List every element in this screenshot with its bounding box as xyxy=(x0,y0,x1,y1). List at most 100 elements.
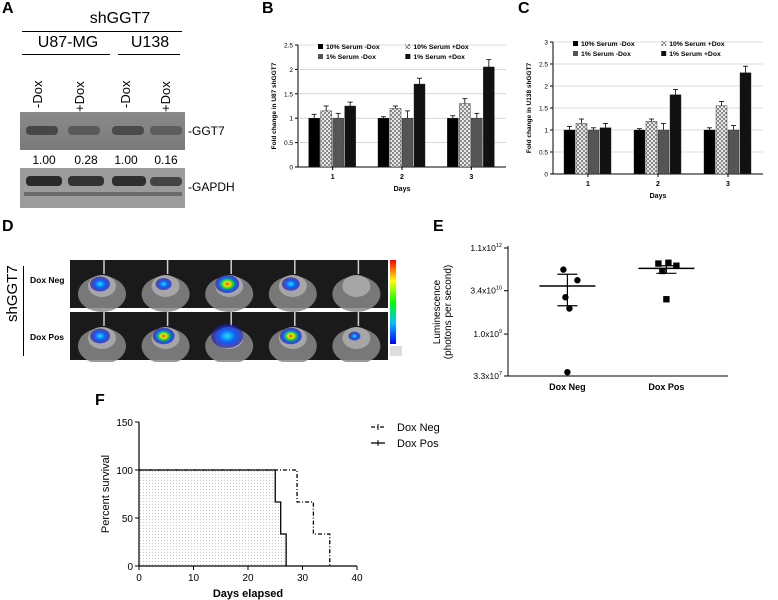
bar xyxy=(377,117,390,168)
data-point xyxy=(665,259,672,266)
imaging-construct-label: shGGT7 xyxy=(4,265,21,322)
mouse-image xyxy=(141,312,190,362)
ggt7-band-4 xyxy=(150,126,182,135)
y-tick-label: 100 xyxy=(116,466,133,477)
ggt7-band-3 xyxy=(112,126,144,135)
bar xyxy=(483,66,495,168)
bioluminescence-signal xyxy=(279,327,302,345)
x-axis-label: Days xyxy=(650,193,667,200)
x-tick-label: 40 xyxy=(351,573,363,584)
panel-f-letter: F xyxy=(95,392,105,409)
x-tick-label: 3 xyxy=(469,174,473,181)
gapdh-band-3 xyxy=(112,176,146,186)
legend-label: Dox Pos xyxy=(397,438,439,450)
blot-construct-label: shGGT7 xyxy=(89,10,151,27)
bioluminescence-signal xyxy=(215,275,240,293)
data-point xyxy=(566,305,573,312)
mouse-image xyxy=(332,260,381,312)
mouse-image xyxy=(268,260,317,312)
mouse-image xyxy=(141,260,190,312)
quant-4: 0.16 xyxy=(154,153,178,167)
y-tick-label: 0 xyxy=(289,165,293,172)
bar xyxy=(447,117,459,168)
y-tick-label: 0 xyxy=(544,172,548,179)
survival-area xyxy=(139,470,287,566)
mouse-image xyxy=(78,312,126,362)
data-point xyxy=(659,267,666,275)
mouse-image xyxy=(205,312,254,362)
data-point xyxy=(564,368,571,376)
bioluminescence-signal xyxy=(90,276,110,292)
legend-swatch xyxy=(573,41,578,46)
lane-label-2: +Dox xyxy=(72,81,87,112)
y-tick-label: 1.5 xyxy=(284,91,293,98)
blot-image xyxy=(20,112,185,208)
blot-label-gapdh: -GAPDH xyxy=(188,180,235,194)
legend-label: 10% Serum +Dox xyxy=(669,41,725,48)
bar xyxy=(587,129,600,175)
color-scale-legend xyxy=(390,346,402,356)
panel-c-letter: C xyxy=(518,0,530,17)
gapdh-membrane xyxy=(20,168,185,208)
bar xyxy=(633,129,646,175)
x-axis-label: Days xyxy=(394,186,411,193)
bar xyxy=(645,120,658,175)
bioluminescence-signal xyxy=(90,328,110,344)
x-axis-label: Days elapsed xyxy=(213,588,283,600)
legend-swatch xyxy=(661,51,667,56)
x-tick-label: 30 xyxy=(297,573,309,584)
bar xyxy=(413,83,426,168)
lane-label-3: -Dox xyxy=(118,80,133,108)
y-tick-label: 3.3x107 xyxy=(473,371,502,381)
legend-label: 10% Serum -Dox xyxy=(326,44,380,51)
ggt7-band-1 xyxy=(26,126,58,135)
bar xyxy=(308,117,320,168)
mouse-image xyxy=(205,260,254,312)
imaging-row-dox-pos: Dox Pos xyxy=(30,332,65,342)
y-tick-label: 2 xyxy=(289,67,293,74)
blot-construct-divider xyxy=(22,31,182,32)
gapdh-band-4 xyxy=(150,177,182,186)
bar xyxy=(459,103,471,168)
panel-a: shGGT7 U87-MG U138 -Dox +Dox -Dox +Dox -… xyxy=(0,0,255,215)
quant-3: 1.00 xyxy=(114,153,138,167)
mouse-image xyxy=(78,260,126,312)
y-tick-label: 2 xyxy=(544,84,548,91)
chart-c: 0 0.5 1 1.5 2 2.5 3 1 2 3 Days Fold change in U138 … xyxy=(526,40,763,200)
panel-d-letter: D xyxy=(2,218,14,235)
y-tick-label: 3.4x1010 xyxy=(470,286,502,296)
chart-e: 3.3x107 1.0x109 3.4x1010 1.1x1012 Luminescen… xyxy=(432,243,728,392)
bar xyxy=(575,123,588,175)
bar xyxy=(727,129,740,175)
y-tick-label: 0.5 xyxy=(539,150,548,157)
quant-1: 1.00 xyxy=(32,153,56,167)
bar xyxy=(320,110,332,168)
color-scale-bar xyxy=(390,260,396,344)
x-tick-label: 3 xyxy=(726,181,730,188)
bar xyxy=(599,127,612,175)
gapdh-band-1 xyxy=(26,176,62,186)
x-tick-label: 1 xyxy=(586,181,590,188)
gapdh-lower-smear xyxy=(24,192,182,196)
data-point xyxy=(574,277,581,284)
mouse-image xyxy=(268,312,317,362)
x-tick-label: 20 xyxy=(242,573,254,584)
bar xyxy=(739,72,752,175)
bioluminescence-signal xyxy=(281,277,300,291)
y-axis-label: Fold change in U138 shGGT7 xyxy=(526,62,533,153)
y-tick-label: 1 xyxy=(544,128,548,135)
y-tick-label: 1 xyxy=(289,116,293,123)
legend-label: 1% Serum -Dox xyxy=(326,54,376,61)
cell-line-u138-divider xyxy=(118,54,180,55)
gapdh-band-2 xyxy=(68,176,104,186)
blot-label-ggt7: -GGT7 xyxy=(188,124,225,138)
legend-label: 10% Serum -Dox xyxy=(581,41,635,48)
y-axis-label: Luminescence xyxy=(432,279,443,344)
panel-a-letter: A xyxy=(2,0,14,17)
chart-b: 0 0.5 1 1.5 2 2.5 1 2 3 Days Fold change in U87 sh… xyxy=(271,43,506,193)
legend-label: 1% Serum +Dox xyxy=(669,51,721,58)
data-point xyxy=(663,296,670,303)
bar xyxy=(389,108,402,168)
legend-label: 1% Serum +Dox xyxy=(413,54,465,61)
x-tick-label: 2 xyxy=(400,174,404,181)
